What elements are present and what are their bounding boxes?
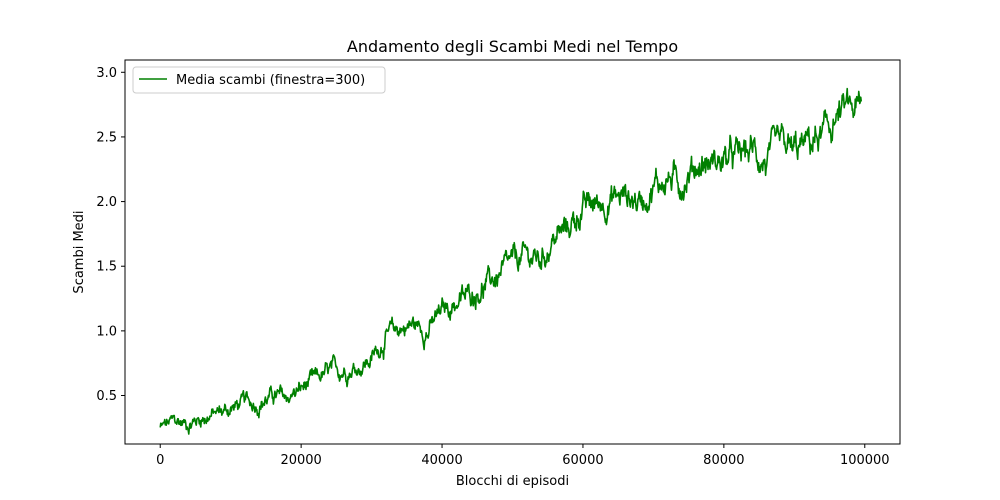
- x-tick-label: 60000: [562, 453, 603, 468]
- series-line: [159, 87, 863, 435]
- y-axis-ticks: 0.5 1.0 1.5 2.0 2.5 3.0: [96, 66, 125, 404]
- series-layer: [159, 87, 863, 435]
- x-axis-ticks: 0 20000 40000 60000 80000 100000: [156, 444, 890, 468]
- x-tick-label: 40000: [421, 453, 462, 468]
- y-tick-label: 1.0: [96, 324, 117, 339]
- y-tick-label: 0.5: [96, 389, 117, 404]
- y-tick-label: 3.0: [96, 66, 117, 81]
- y-tick-label: 2.5: [96, 130, 117, 145]
- x-tick-label: 20000: [280, 453, 321, 468]
- legend-label: Media scambi (finestra=300): [176, 73, 365, 88]
- axes-layer: [124, 59, 901, 445]
- x-tick-label: 80000: [703, 453, 744, 468]
- legend-box: [132, 66, 386, 94]
- chart-title: Andamento degli Scambi Medi nel Tempo: [347, 37, 678, 56]
- x-tick-label: 100000: [840, 453, 890, 468]
- x-axis-title: Blocchi di episodi: [456, 474, 569, 489]
- x-tick-label: 0: [156, 453, 164, 468]
- y-tick-label: 2.0: [96, 195, 117, 210]
- y-tick-label: 1.5: [96, 260, 117, 275]
- legend: Media scambi (finestra=300): [132, 66, 386, 94]
- plot-frame: [124, 59, 901, 445]
- y-axis-title: Scambi Medi: [72, 210, 87, 293]
